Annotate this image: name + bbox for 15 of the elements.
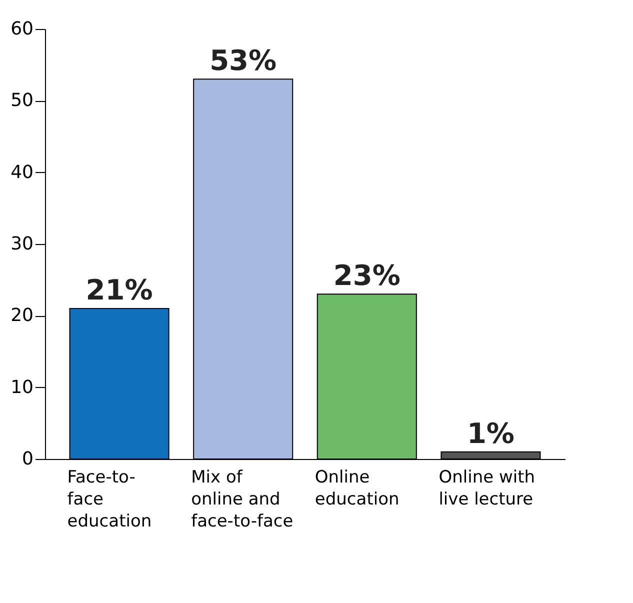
x-tick-label: Online education	[314, 468, 400, 510]
y-tick-label: 40	[10, 162, 34, 183]
data-label: 53%	[210, 44, 277, 78]
x-tick-label: Face-to- face education	[67, 468, 152, 532]
y-tick-label: 50	[10, 90, 34, 112]
x-tick-label: Mix of online and face-to-face	[191, 468, 294, 532]
y-tick-label: 60	[10, 18, 34, 40]
x-tick-label: Online with live lecture	[438, 468, 536, 510]
y-tick-label: 0	[22, 448, 34, 470]
data-label: 1%	[466, 416, 514, 450]
data-label: 23%	[333, 259, 400, 292]
y-tick-label: 20	[10, 305, 34, 326]
data-label: 21%	[86, 274, 153, 306]
y-tick-label: 10	[10, 376, 34, 398]
y-tick-label: 30	[10, 234, 34, 254]
